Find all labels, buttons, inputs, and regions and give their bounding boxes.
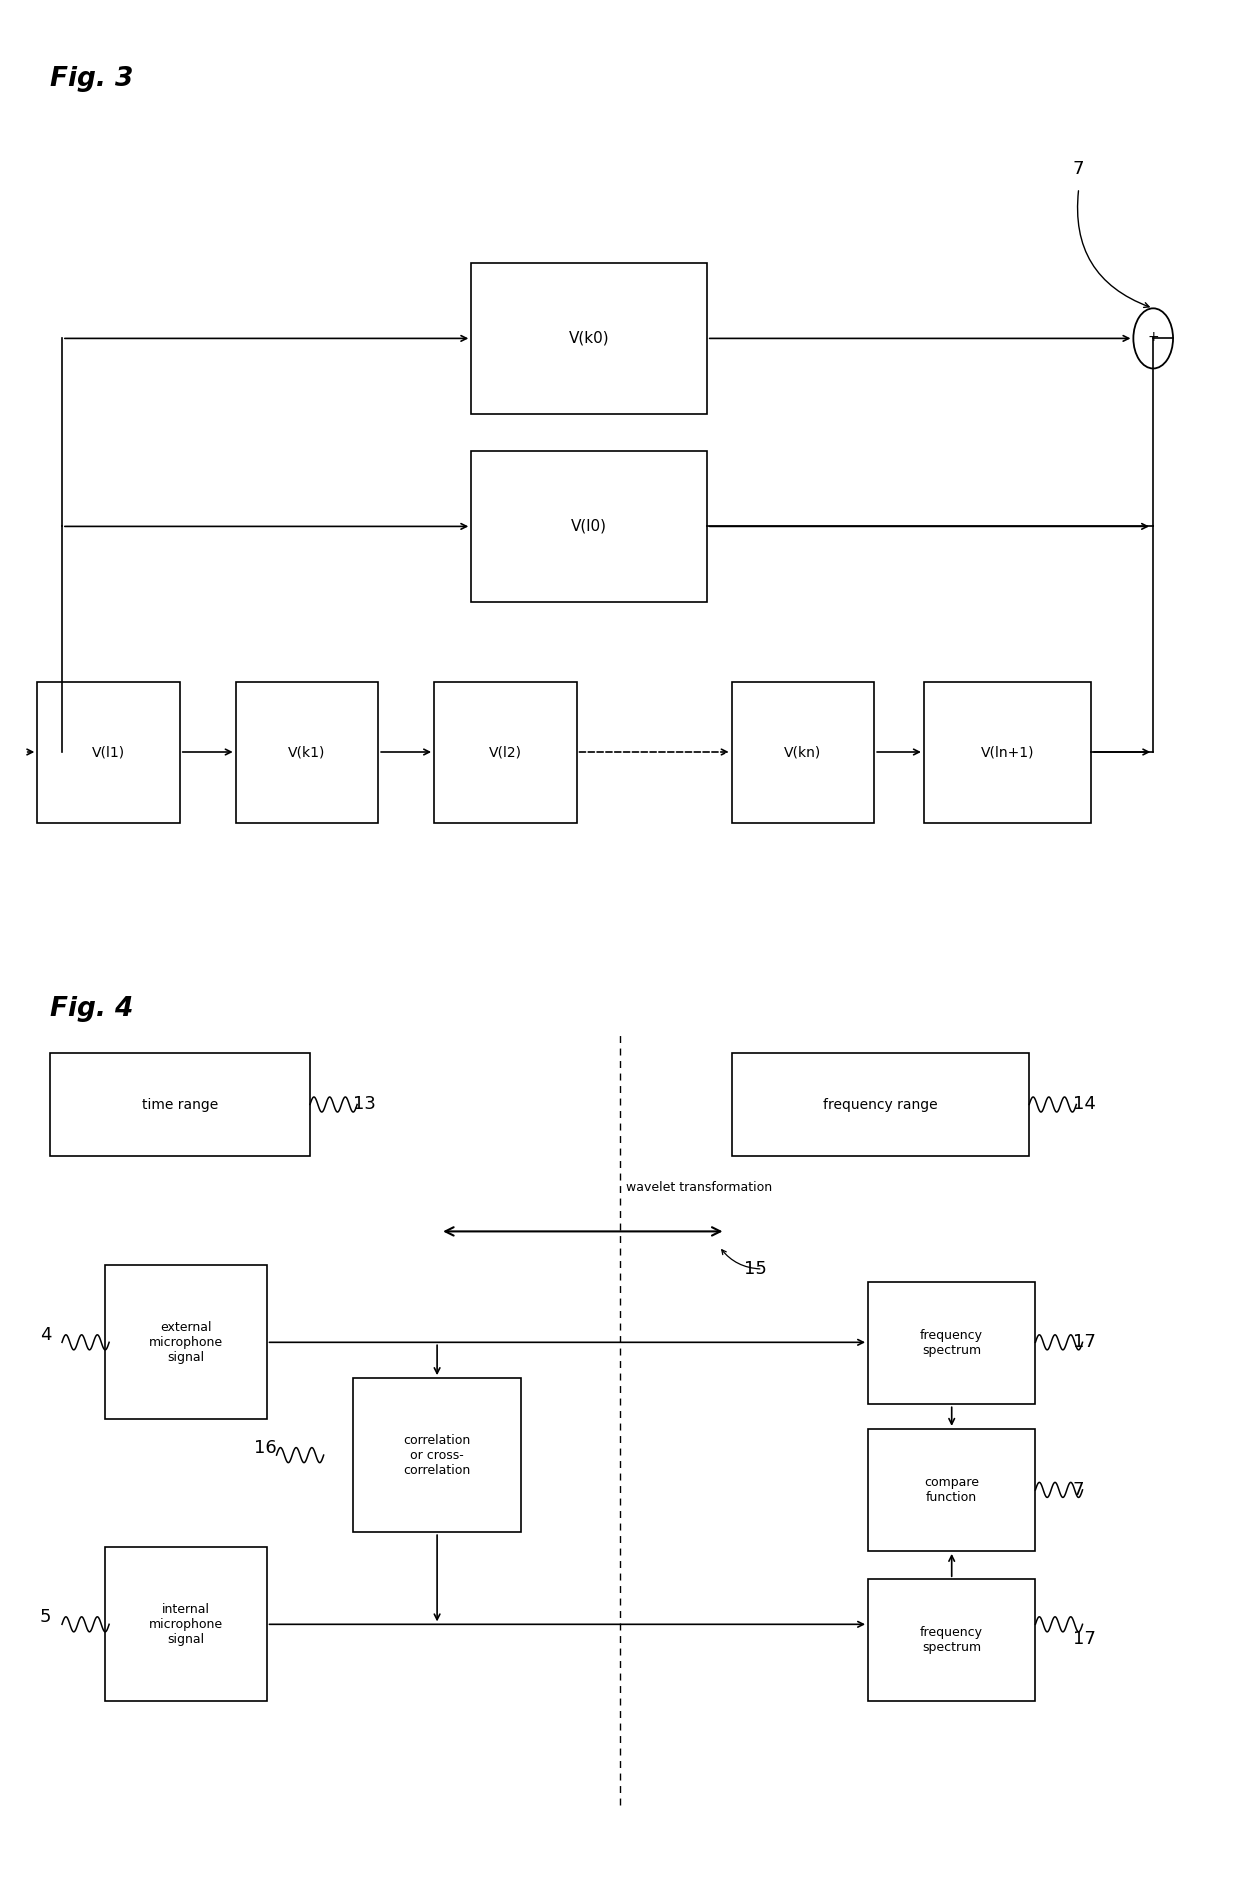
Text: 4: 4 bbox=[40, 1325, 51, 1344]
Text: frequency
spectrum: frequency spectrum bbox=[920, 1626, 983, 1654]
Text: Fig. 4: Fig. 4 bbox=[50, 996, 133, 1023]
Bar bbox=[50, 1053, 310, 1156]
Text: V(k0): V(k0) bbox=[569, 331, 609, 346]
Text: 13: 13 bbox=[353, 1094, 376, 1113]
Text: 15: 15 bbox=[744, 1260, 766, 1278]
Text: 14: 14 bbox=[1073, 1094, 1095, 1113]
Bar bbox=[236, 682, 378, 823]
Bar bbox=[471, 451, 707, 602]
Text: V(kn): V(kn) bbox=[784, 744, 822, 760]
Text: 17: 17 bbox=[1073, 1333, 1095, 1352]
Bar bbox=[471, 263, 707, 414]
Text: +: + bbox=[1147, 329, 1159, 344]
Bar bbox=[434, 682, 577, 823]
Text: time range: time range bbox=[141, 1098, 218, 1111]
Bar bbox=[732, 1053, 1029, 1156]
Bar bbox=[868, 1429, 1035, 1551]
Text: frequency range: frequency range bbox=[823, 1098, 937, 1111]
Text: correlation
or cross-
correlation: correlation or cross- correlation bbox=[403, 1434, 471, 1476]
Text: external
microphone
signal: external microphone signal bbox=[149, 1322, 223, 1363]
Text: V(l2): V(l2) bbox=[489, 744, 522, 760]
Bar bbox=[105, 1265, 267, 1419]
Text: V(l0): V(l0) bbox=[570, 519, 608, 534]
Bar bbox=[868, 1579, 1035, 1701]
Bar bbox=[732, 682, 874, 823]
Text: frequency
spectrum: frequency spectrum bbox=[920, 1329, 983, 1357]
Bar bbox=[105, 1547, 267, 1701]
Text: V(l1): V(l1) bbox=[92, 744, 125, 760]
Text: 7: 7 bbox=[1073, 1481, 1084, 1498]
Bar bbox=[37, 682, 180, 823]
Text: V(ln+1): V(ln+1) bbox=[981, 744, 1034, 760]
Text: 16: 16 bbox=[254, 1438, 277, 1457]
Text: compare
function: compare function bbox=[924, 1476, 980, 1504]
Text: 5: 5 bbox=[40, 1607, 51, 1626]
Text: 7: 7 bbox=[1073, 160, 1084, 179]
Text: wavelet transformation: wavelet transformation bbox=[626, 1181, 773, 1194]
Bar bbox=[353, 1378, 521, 1532]
Text: internal
microphone
signal: internal microphone signal bbox=[149, 1604, 223, 1645]
Text: V(k1): V(k1) bbox=[288, 744, 326, 760]
Text: 17: 17 bbox=[1073, 1630, 1095, 1649]
Bar bbox=[868, 1282, 1035, 1404]
Text: Fig. 3: Fig. 3 bbox=[50, 66, 133, 92]
Bar bbox=[924, 682, 1091, 823]
